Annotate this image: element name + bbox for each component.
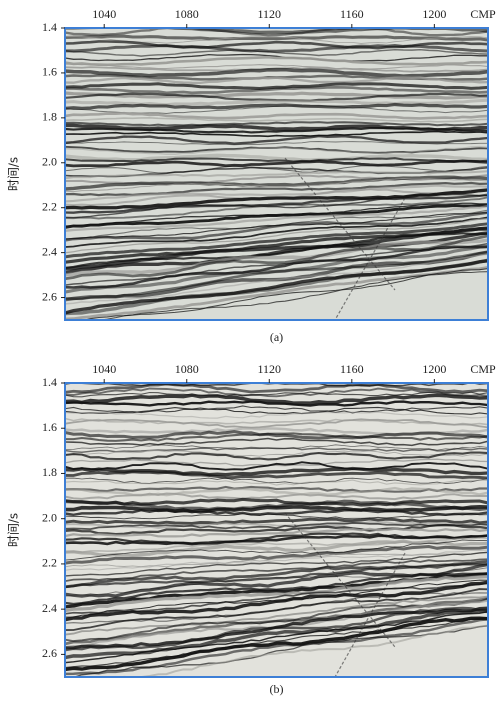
x-tick-label: 1080 <box>175 7 199 21</box>
y-tick-label: 2.0 <box>42 155 57 169</box>
y-axis-label: 时间/s <box>7 513 21 547</box>
y-tick-label: 2.6 <box>42 646 57 660</box>
y-axis-label: 时间/s <box>7 157 21 191</box>
y-tick-label: 2.2 <box>42 556 57 570</box>
x-tick-label: 1040 <box>92 7 116 21</box>
x-tick-label: 1080 <box>175 362 199 376</box>
x-axis-label: CMP <box>470 7 496 21</box>
x-tick-label: 1160 <box>340 362 364 376</box>
y-tick-label: 2.4 <box>42 601 57 615</box>
y-tick-label: 1.4 <box>42 20 57 34</box>
y-tick-label: 2.6 <box>42 289 57 303</box>
y-tick-label: 1.8 <box>42 465 57 479</box>
y-tick-label: 1.6 <box>42 65 57 79</box>
y-tick-label: 2.0 <box>42 510 57 524</box>
x-tick-label: 1120 <box>257 7 281 21</box>
x-tick-label: 1120 <box>257 362 281 376</box>
x-tick-label: 1200 <box>422 362 446 376</box>
y-tick-label: 1.6 <box>42 420 57 434</box>
caption: (a) <box>270 330 283 344</box>
y-tick-label: 2.4 <box>42 244 57 258</box>
x-tick-label: 1200 <box>422 7 446 21</box>
y-tick-label: 1.8 <box>42 110 57 124</box>
figure: 1040 1080 1120 1160 1200 CMP 1.4 1.6 1.8 2.0 2.2 2.… <box>0 0 500 705</box>
x-tick-label: 1040 <box>92 362 116 376</box>
y-tick-label: 1.4 <box>42 375 57 389</box>
x-axis-label: CMP <box>470 362 496 376</box>
y-tick-label: 2.2 <box>42 199 57 213</box>
x-tick-label: 1160 <box>340 7 364 21</box>
caption: (b) <box>270 682 284 696</box>
